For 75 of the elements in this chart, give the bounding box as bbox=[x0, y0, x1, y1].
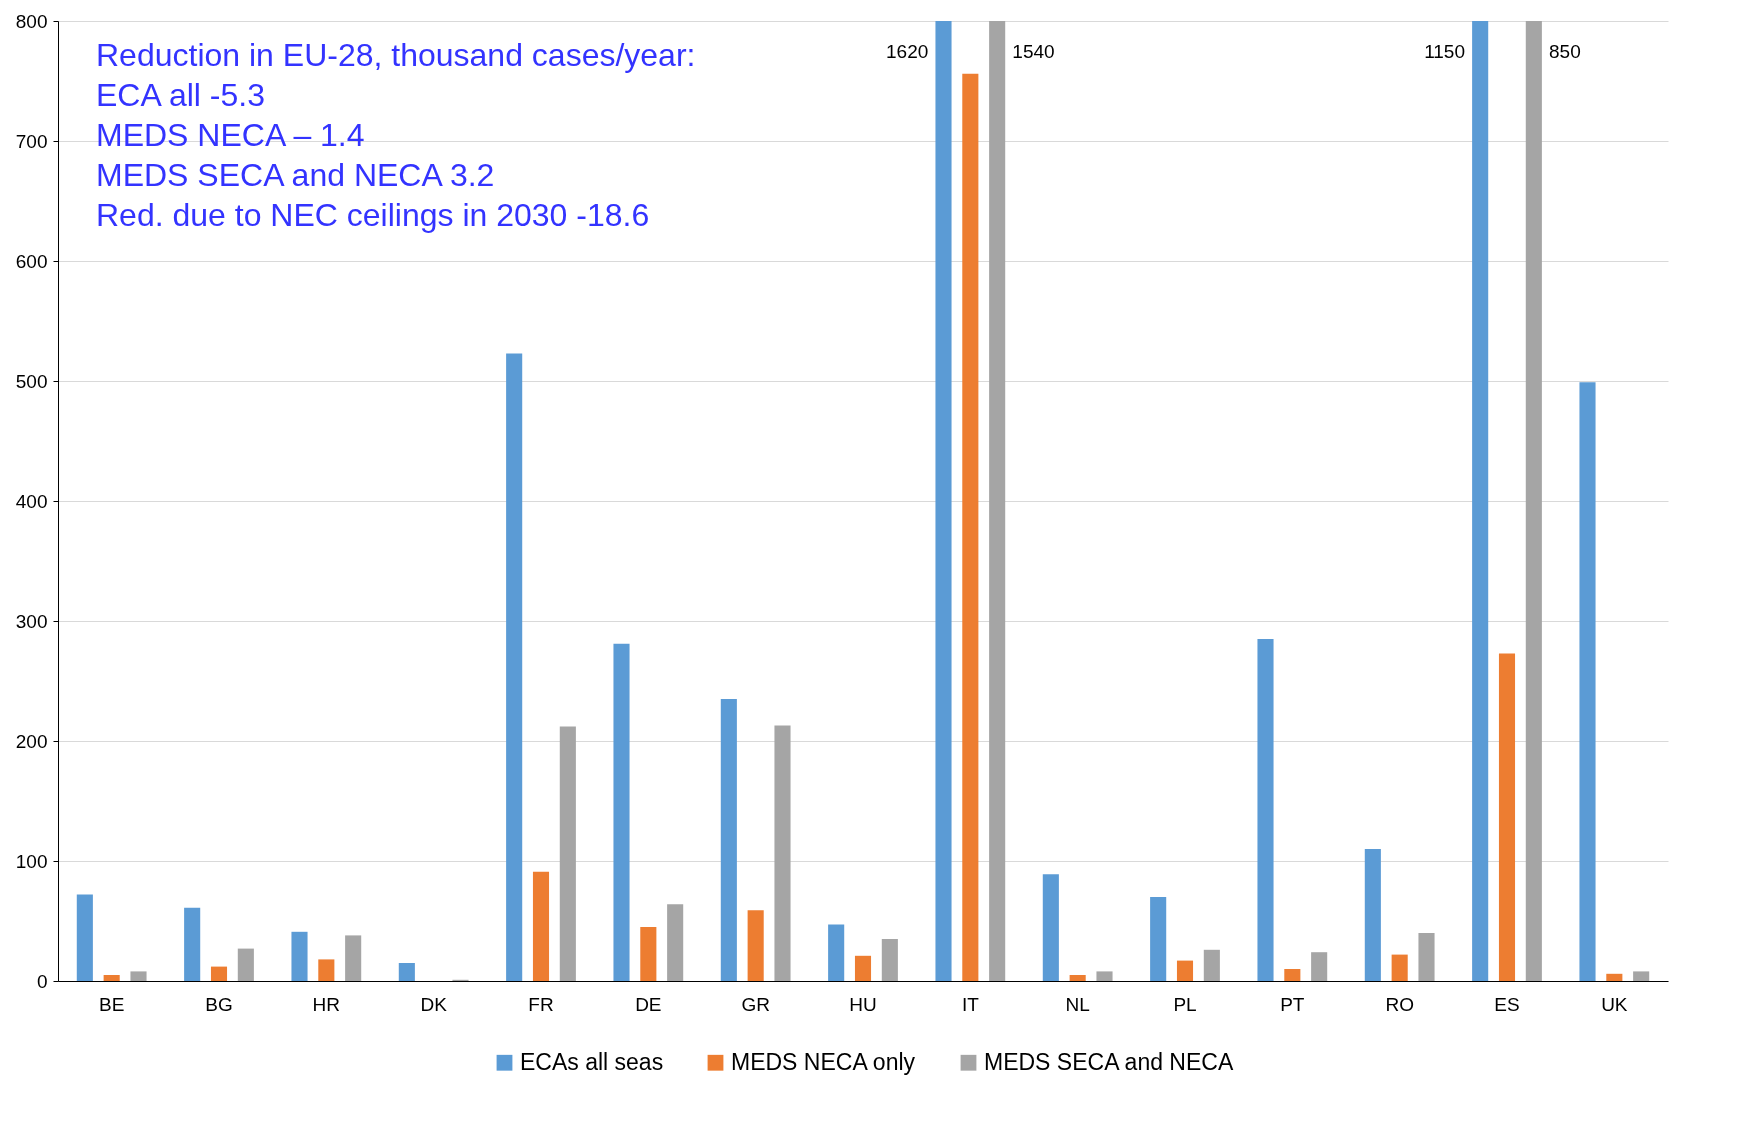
annotation: 1150 bbox=[1424, 41, 1465, 62]
x-tick-label: HR bbox=[312, 993, 341, 1015]
annotation: 1620 bbox=[886, 41, 929, 62]
legend-label: ECAs all seas bbox=[520, 1048, 664, 1075]
bar bbox=[398, 963, 415, 981]
annotation: 850 bbox=[1549, 41, 1581, 62]
bar bbox=[1176, 960, 1194, 981]
bar bbox=[1525, 21, 1542, 981]
bar bbox=[1472, 21, 1489, 981]
bar bbox=[720, 699, 737, 981]
y-tick-label: 300 bbox=[15, 610, 48, 632]
bar bbox=[103, 975, 120, 981]
legend-label: MEDS NECA only bbox=[731, 1048, 916, 1075]
bar bbox=[989, 21, 1006, 981]
bar bbox=[506, 353, 523, 981]
bar bbox=[1257, 639, 1274, 981]
bar bbox=[1042, 874, 1059, 981]
x-tick-label: PL bbox=[1173, 993, 1197, 1015]
bar bbox=[1311, 952, 1328, 981]
x-tick-label: FR bbox=[528, 993, 554, 1015]
bar bbox=[962, 73, 979, 981]
bar bbox=[935, 21, 952, 981]
y-tick-label: 700 bbox=[15, 130, 48, 152]
bar bbox=[1606, 973, 1623, 981]
bar bbox=[532, 871, 550, 981]
bar bbox=[559, 726, 576, 981]
bar bbox=[130, 971, 147, 981]
bar bbox=[1579, 382, 1596, 981]
x-tick-label: RO bbox=[1385, 993, 1414, 1015]
bar bbox=[667, 904, 684, 981]
bar bbox=[76, 894, 93, 981]
x-tick-label: DK bbox=[420, 993, 448, 1015]
bar bbox=[774, 725, 791, 981]
bar bbox=[184, 907, 201, 981]
bar bbox=[881, 939, 898, 981]
bar bbox=[1418, 933, 1435, 981]
x-tick-label: ES bbox=[1494, 993, 1520, 1015]
bar bbox=[1284, 969, 1301, 981]
bar bbox=[318, 959, 335, 981]
bar bbox=[1203, 949, 1220, 981]
legend-label: MEDS SECA and NECA bbox=[984, 1048, 1234, 1075]
bar bbox=[640, 927, 657, 981]
bar bbox=[613, 643, 630, 981]
y-tick-label: 600 bbox=[15, 250, 48, 272]
x-tick-label: BE bbox=[98, 993, 125, 1015]
bar bbox=[747, 910, 764, 981]
x-tick-label: PT bbox=[1280, 993, 1305, 1015]
annotation: Reduction in EU-28, thousand cases/year: ECA all -5.3 MEDS NECA – 1.4 MEDS SECA and NECA 3.2 Red. due to NEC ceilings in 2030 -18.6 bbox=[96, 37, 696, 233]
x-tick-label: GR bbox=[741, 993, 770, 1015]
bar bbox=[1096, 971, 1113, 981]
bar bbox=[1391, 954, 1408, 981]
bar bbox=[1150, 897, 1167, 981]
bar bbox=[1364, 849, 1381, 981]
bar bbox=[237, 948, 254, 981]
bar bbox=[1069, 975, 1086, 981]
bar bbox=[1498, 653, 1516, 981]
annotation: 1540 bbox=[1012, 41, 1055, 62]
x-tick-label: IT bbox=[961, 993, 980, 1015]
bar bbox=[854, 955, 872, 981]
bar bbox=[210, 966, 228, 981]
x-tick-label: BG bbox=[205, 993, 233, 1015]
y-tick-label: 200 bbox=[15, 730, 48, 752]
bar bbox=[828, 924, 845, 981]
x-tick-label: HU bbox=[849, 993, 877, 1015]
x-tick-label: DE bbox=[635, 993, 662, 1015]
y-tick-label: 100 bbox=[15, 850, 48, 872]
x-tick-label: UK bbox=[1601, 993, 1628, 1015]
y-tick-label: 0 bbox=[36, 970, 48, 992]
y-tick-label: 400 bbox=[15, 490, 48, 512]
bar bbox=[1633, 971, 1650, 981]
y-tick-label: 500 bbox=[15, 370, 48, 392]
bar bbox=[291, 931, 308, 981]
y-tick-label: 800 bbox=[15, 10, 48, 32]
x-tick-label: NL bbox=[1065, 993, 1090, 1015]
bar bbox=[345, 935, 362, 981]
